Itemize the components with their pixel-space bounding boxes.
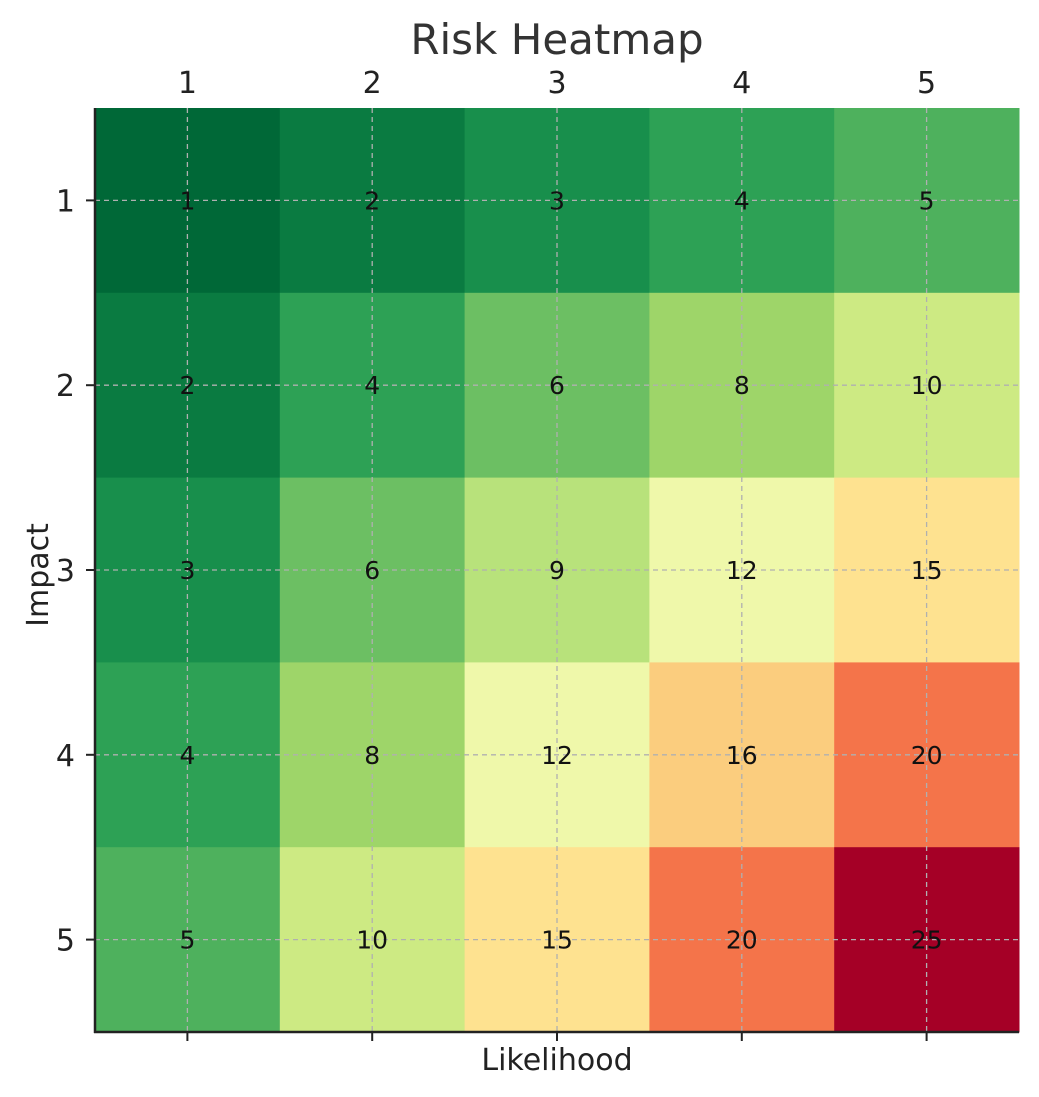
cell-value-label: 8 [364,741,380,770]
x-tick-label: 3 [547,66,566,101]
cell-value-label: 25 [911,926,943,955]
heatmap-cell [279,292,466,479]
cell-value-label: 5 [179,926,195,955]
cell-value-label: 12 [541,741,573,770]
y-tick-label: 1 [56,184,75,219]
cell-value-label: 6 [549,371,565,400]
cell-value-label: 4 [364,371,380,400]
cell-value-label: 16 [726,741,758,770]
cell-value-label: 10 [911,371,943,400]
x-tick-label: 4 [732,66,751,101]
cell-value-label: 8 [734,371,750,400]
cell-value-label: 12 [726,556,758,585]
y-tick-label: 3 [56,554,75,589]
y-tick-label: 4 [56,739,75,774]
grid-lines [95,108,1019,1032]
axes-frame [93,108,1019,1034]
x-tick-label: 5 [917,66,936,101]
chart-title: Risk Heatmap [410,15,703,64]
cell-value-label: 20 [911,741,943,770]
cell-value-label: 2 [179,371,195,400]
cell-value-label: 3 [549,186,565,215]
cell-value-label: 20 [726,926,758,955]
cell-value-label: 5 [919,186,935,215]
cell-value-label: 15 [541,926,573,955]
y-tick-label: 2 [56,369,75,404]
x-tick-label: 1 [178,66,197,101]
x-tick-label: 2 [363,66,382,101]
cell-value-label: 3 [179,556,195,585]
cell-value-label: 4 [179,741,195,770]
cell-value-label: 9 [549,556,565,585]
cell-value-label: 6 [364,556,380,585]
cell-value-label: 10 [356,926,388,955]
y-axis-label: Impact [21,523,56,627]
cell-value-label: 2 [364,186,380,215]
cell-value-label: 1 [179,186,195,215]
y-tick-labels: 1 2 3 4 5 [56,184,95,959]
cell-value-label: 15 [911,556,943,585]
cell-labels: 1 2 3 4 52 4 6 8 103 6 9 12 154 8 12 16 205 10 15 20 25 [179,186,942,954]
y-tick-label: 5 [56,924,75,959]
x-axis-label: Likelihood [481,1043,632,1078]
cell-value-label: 4 [734,186,750,215]
